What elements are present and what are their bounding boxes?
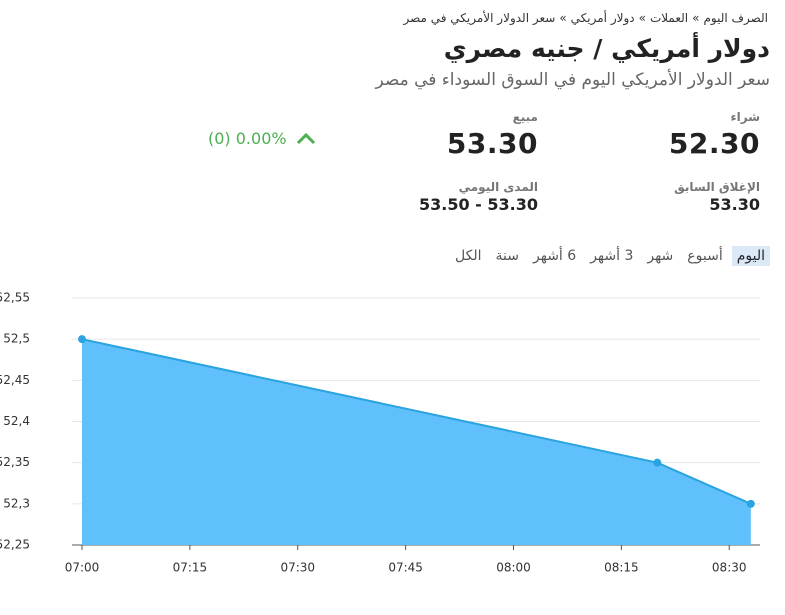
- range-label: المدى اليومي: [458, 180, 538, 194]
- x-tick-label: 08:30: [712, 561, 747, 575]
- sell-value: 53.30: [446, 127, 538, 160]
- y-tick-label: 52,45: [0, 373, 30, 387]
- x-tick-label: 07:15: [173, 561, 208, 575]
- x-tick-label: 07:30: [280, 561, 315, 575]
- x-tick-label: 08:00: [496, 561, 531, 575]
- tab[interactable]: شهر: [647, 248, 674, 264]
- crumb: سعر الدولار الأمريكي في مصر: [403, 11, 556, 25]
- point: [78, 335, 86, 344]
- crumb[interactable]: الصرف اليوم: [703, 11, 768, 25]
- separator: »: [692, 11, 700, 25]
- x-tick-label: 08:15: [604, 561, 639, 575]
- y-tick-label: 52,55: [0, 291, 30, 305]
- x-tick-label: 07:00: [65, 561, 100, 575]
- change: (0) 0.00%: [208, 129, 287, 148]
- prev-close-label: الإغلاق السابق: [674, 180, 760, 194]
- y-tick-label: 52,4: [3, 414, 30, 428]
- tab[interactable]: 3 أشهر: [590, 248, 634, 264]
- tab[interactable]: اليوم: [731, 246, 770, 266]
- point: [746, 499, 755, 508]
- x-tick-label: 07:45: [388, 561, 423, 575]
- tab[interactable]: الكل: [455, 248, 482, 264]
- tab[interactable]: سنة: [495, 248, 520, 264]
- crumb[interactable]: دولار أمريكي: [570, 11, 635, 25]
- breadcrumb: الصرف اليوم»العملات»دولار أمريكي»سعر الد…: [401, 11, 770, 25]
- crumb[interactable]: العملات: [649, 11, 689, 25]
- y-tick-label: 52,25: [0, 538, 30, 552]
- tabs: اليوم أسبوع شهر 3 أشهر 6 أشهر سنة الكل: [450, 246, 770, 266]
- tab[interactable]: أسبوع: [687, 248, 723, 264]
- title: دولار أمريكي / جنيه مصري: [443, 34, 770, 63]
- y-tick-label: 52,35: [0, 455, 30, 469]
- prev-close-value: 53.30: [709, 195, 760, 214]
- y-tick-label: 52,5: [3, 332, 30, 346]
- point: [653, 458, 662, 467]
- separator: »: [638, 11, 646, 25]
- buy-value: 52.30: [668, 127, 760, 160]
- separator: »: [559, 11, 567, 25]
- tab[interactable]: 6 أشهر: [533, 248, 577, 264]
- y-tick-label: 52,3: [3, 496, 30, 510]
- area: [82, 339, 751, 545]
- subtitle: سعر الدولار الأمريكي اليوم في السوق السو…: [375, 70, 770, 90]
- up-arrow: [296, 132, 316, 145]
- sell-label: مبيع: [512, 110, 538, 124]
- buy-label: شراء: [730, 110, 760, 124]
- range-value: 53.50 - 53.30: [419, 195, 538, 214]
